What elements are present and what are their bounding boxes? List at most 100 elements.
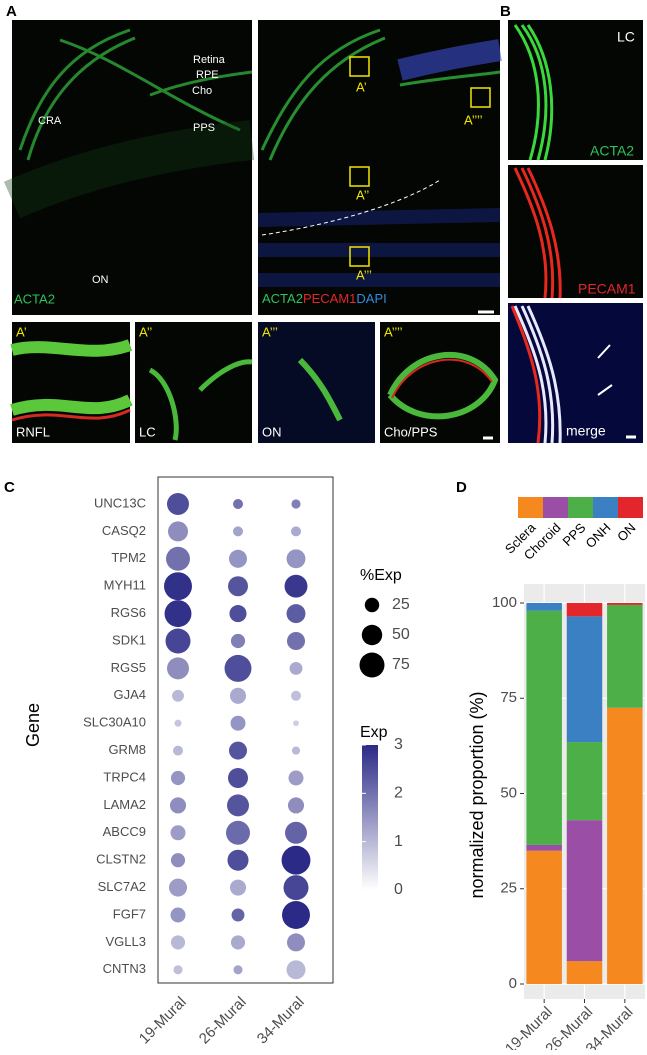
legend-label: ONH: [583, 520, 614, 551]
micrograph-insets: A’ A’’ A’’’ A’’’’ RNFL LC ON Cho/PPS: [10, 322, 500, 443]
dot: [228, 741, 248, 760]
legend-title: %Exp: [360, 567, 402, 584]
dot: [289, 661, 303, 675]
panel-letter: A: [6, 3, 17, 20]
size-legend-dot: [361, 624, 383, 646]
stain-label: ACTA2: [590, 143, 634, 159]
bar-segment: [526, 844, 562, 851]
bar-segment: [566, 603, 603, 617]
y-tick-label: RGS5: [111, 660, 146, 675]
dot: [228, 576, 248, 597]
region-label: LC: [617, 29, 635, 45]
dot: [293, 720, 299, 727]
y-axis-title: Gene: [23, 703, 43, 747]
x-tick-label: 34-Mural: [254, 994, 308, 1048]
bar-segment: [566, 742, 603, 821]
dot: [284, 574, 308, 598]
region-label: Retina: [193, 54, 226, 66]
dot: [286, 960, 306, 980]
dot: [291, 526, 301, 537]
legend-swatch: [568, 497, 593, 518]
dot: [170, 853, 186, 868]
y-tick-label: VGLL3: [106, 934, 146, 949]
y-tick-label: LAMA2: [103, 797, 146, 812]
y-tick-label: TRPC4: [103, 769, 146, 784]
y-tick-label: 75: [500, 689, 517, 706]
y-tick-label: MYH11: [104, 578, 146, 593]
roi-label: A’’’: [262, 324, 278, 339]
roi-label: A’: [356, 79, 367, 94]
y-tick-label: RGS6: [111, 605, 146, 620]
dot: [286, 604, 306, 624]
dot: [168, 878, 188, 897]
region-label: ON: [262, 424, 282, 439]
micrograph-merge: A’ A’’ A’’’ A’’’’ ACTA2PECAM1DAPI: [257, 20, 502, 315]
stain-label: ACTA2: [262, 291, 303, 306]
dot: [233, 965, 243, 975]
dot: [286, 933, 306, 952]
dot: [170, 825, 186, 841]
micrograph-overview: Retina RPE Cho PPS CRA ON ACTA2: [3, 20, 255, 315]
stain-label: DAPI: [356, 291, 386, 306]
size-legend-label: 50: [392, 626, 410, 643]
dot: [230, 935, 246, 950]
stain-label: PECAM1: [578, 281, 636, 297]
bar-segment: [526, 610, 562, 845]
y-tick-label: 50: [500, 784, 517, 801]
region-label: LC: [139, 424, 156, 439]
dot: [173, 745, 183, 756]
dot: [170, 770, 186, 786]
stain-legend: ACTA2PECAM1DAPI: [262, 291, 387, 306]
roi-label: A’’: [139, 324, 152, 339]
bar-segment: [566, 961, 603, 984]
dot: [167, 493, 189, 515]
y-tick-label: GJA4: [113, 687, 146, 702]
roi-label: A’: [16, 324, 27, 339]
y-tick-label: FGF7: [113, 906, 146, 921]
y-tick-label: 0: [509, 975, 517, 992]
dot: [228, 549, 248, 568]
size-legend-dot: [364, 597, 380, 613]
plot-frame: [157, 476, 334, 984]
color-tick-label: 3: [394, 736, 403, 753]
dot: [229, 605, 247, 623]
stain-label: PECAM1: [303, 291, 356, 306]
dot: [283, 875, 309, 901]
x-tick-label: 19-Mural: [136, 994, 190, 1048]
legend-label: PPS: [560, 520, 589, 549]
dot: [229, 687, 247, 704]
y-tick-label: TPM2: [111, 550, 146, 565]
dot: [174, 719, 182, 727]
dot: [224, 654, 252, 682]
size-legend-label: 25: [392, 596, 410, 613]
dot: [291, 499, 301, 509]
y-tick-label: GRM8: [108, 742, 146, 757]
bar-segment: [526, 850, 562, 984]
panel-letter: D: [456, 479, 467, 496]
legend-swatch: [543, 497, 568, 518]
x-tick-label: 26-Mural: [196, 994, 250, 1048]
y-tick-label: ABCC9: [103, 824, 146, 839]
region-label: RNFL: [16, 424, 50, 439]
roi-label: A’’’: [356, 267, 372, 282]
bar-segment: [526, 603, 562, 611]
dot: [282, 901, 310, 929]
dot: [170, 935, 186, 950]
dot: [167, 657, 189, 680]
dot: [170, 907, 186, 923]
panel-letter: C: [4, 479, 15, 496]
dot: [231, 908, 245, 922]
roi-label: A’’’’: [384, 324, 403, 339]
bar-segment: [566, 616, 603, 743]
dot: [227, 849, 249, 871]
dot: [291, 690, 301, 701]
y-tick-label: CNTN3: [103, 961, 146, 976]
dot: [281, 845, 311, 875]
dot: [230, 633, 246, 649]
color-tick-label: 2: [394, 785, 403, 802]
y-tick-label: SDK1: [112, 632, 146, 647]
stain-label: ACTA2: [14, 291, 55, 306]
dot: [229, 879, 247, 896]
y-tick-label: UNC13C: [94, 495, 146, 510]
y-tick-label: 100: [492, 594, 517, 611]
